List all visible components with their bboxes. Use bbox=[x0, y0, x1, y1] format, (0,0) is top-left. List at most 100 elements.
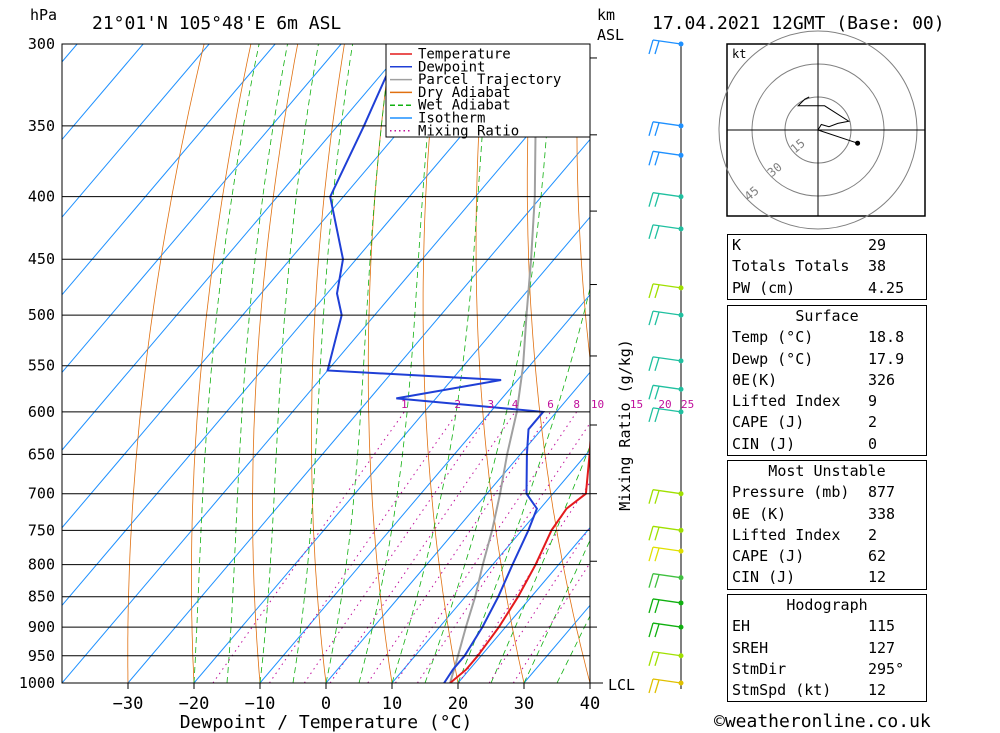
wind-barb bbox=[652, 622, 682, 628]
table-row-label: CAPE (J) bbox=[732, 547, 805, 566]
wind-barb-flag bbox=[648, 407, 654, 423]
isotherm-line bbox=[193, 216, 590, 683]
wind-barb bbox=[652, 407, 682, 413]
isotherm-line bbox=[62, 44, 144, 141]
table-row-value: 2 bbox=[868, 413, 878, 432]
table-row: Dewp (°C) 17.9 bbox=[728, 349, 926, 370]
mixing-ratio-line bbox=[303, 411, 492, 683]
wind-barb-dot bbox=[678, 41, 684, 47]
wet-adiabat-line bbox=[523, 539, 590, 683]
mixing-ratio-label: 20 bbox=[658, 398, 671, 411]
wind-barb-flag bbox=[648, 121, 654, 136]
isotherm-line bbox=[457, 526, 590, 683]
wind-barb-flag bbox=[648, 151, 654, 166]
wind-barb-dot bbox=[678, 527, 684, 533]
wind-barb-flag bbox=[654, 623, 660, 638]
most-unstable-table: Most Unstable Pressure (mb) 877 θE (K) 338 L… bbox=[727, 460, 927, 590]
table-row-value: 0 bbox=[868, 434, 878, 453]
table-row-value: 295° bbox=[868, 659, 905, 678]
table-row-value: 12 bbox=[868, 568, 887, 587]
table-row-value: 115 bbox=[868, 617, 896, 636]
wind-barb-flag bbox=[654, 284, 660, 299]
table-row-label: CIN (J) bbox=[732, 434, 796, 453]
table-row: θE (K) 338 bbox=[728, 504, 926, 525]
table-row-label: Lifted Index bbox=[732, 525, 841, 544]
wind-barb-dot bbox=[678, 285, 684, 291]
pressure-tick-label: 1000 bbox=[19, 674, 55, 692]
table-row: PW (cm) 4.25 bbox=[728, 278, 926, 299]
wind-barb bbox=[652, 283, 682, 289]
x-tick-label: −30 bbox=[113, 694, 144, 714]
legend-entry: Dewpoint bbox=[418, 59, 485, 75]
copyright-footer: ©weatheronline.co.uk bbox=[714, 711, 931, 732]
dry-adiabat-line bbox=[422, 44, 459, 683]
wind-barb bbox=[652, 525, 682, 531]
wind-barb bbox=[652, 598, 682, 604]
isotherm-line bbox=[62, 61, 590, 683]
wet-adiabat-line bbox=[490, 445, 590, 683]
pressure-tick-label: 650 bbox=[28, 445, 55, 463]
isotherm-line bbox=[62, 44, 342, 374]
mixing-ratio-label: 25 bbox=[681, 398, 694, 411]
pressure-tick-label: 500 bbox=[28, 306, 55, 324]
wind-barb bbox=[652, 192, 682, 198]
km-tick-label: 4 bbox=[596, 418, 604, 434]
wind-barb bbox=[652, 121, 682, 127]
table-row: CAPE (J) 2 bbox=[728, 412, 926, 433]
table-row-label: CAPE (J) bbox=[732, 413, 805, 432]
wind-barb-flag bbox=[654, 311, 660, 326]
wind-barb-flag bbox=[648, 622, 654, 638]
wind-barb-dot bbox=[678, 194, 684, 200]
storm-motion-vector bbox=[817, 129, 858, 144]
pressure-tick-label: 350 bbox=[28, 117, 55, 135]
wind-barb-flag bbox=[654, 193, 660, 207]
wind-barb-dot bbox=[678, 358, 684, 364]
x-tick-label: −20 bbox=[179, 694, 210, 714]
wind-barb-flag bbox=[648, 192, 654, 207]
table-row-value: 18.8 bbox=[868, 328, 905, 347]
mixing-ratio-label: 3 bbox=[487, 398, 494, 411]
table-row: Temp (°C) 18.8 bbox=[728, 327, 926, 348]
table-row-label: Totals Totals bbox=[732, 257, 850, 276]
table-row: Lifted Index 2 bbox=[728, 525, 926, 546]
isotherm-line bbox=[62, 44, 408, 451]
table-row-label: Dewp (°C) bbox=[732, 349, 814, 368]
table-row-value: 17.9 bbox=[868, 349, 905, 368]
table-row: CIN (J) 0 bbox=[728, 434, 926, 455]
dry-adiabat-line bbox=[625, 44, 722, 683]
wind-barb bbox=[652, 224, 682, 230]
x-tick-label: 0 bbox=[321, 694, 331, 714]
pressure-tick-label: 950 bbox=[28, 647, 55, 665]
table-row: StmDir 295° bbox=[728, 659, 926, 680]
table-row-label: Pressure (mb) bbox=[732, 483, 850, 502]
legend-entry: Mixing Ratio bbox=[418, 123, 519, 139]
wind-barb-flag bbox=[648, 651, 654, 666]
mixing-ratio-label: 8 bbox=[573, 398, 580, 411]
table-row: EH 115 bbox=[728, 616, 926, 637]
table-row: θE(K) 326 bbox=[728, 370, 926, 391]
lcl-label: LCL bbox=[608, 676, 635, 694]
mixing-ratio-label: 15 bbox=[630, 398, 643, 411]
mixing-ratio-label: 2 bbox=[454, 398, 461, 411]
asl-label: ASL bbox=[597, 26, 624, 44]
table-row-label: CIN (J) bbox=[732, 568, 796, 587]
mixing-ratio-line bbox=[394, 411, 578, 683]
wind-barb-flag bbox=[648, 224, 654, 240]
x-tick-label: 10 bbox=[382, 694, 402, 714]
wind-barb-flag bbox=[654, 386, 660, 400]
dry-adiabat-line bbox=[367, 44, 393, 683]
wind-barb-flag bbox=[648, 573, 654, 588]
legend-entry: Dry Adiabat bbox=[418, 85, 511, 101]
table-row: Lifted Index 9 bbox=[728, 391, 926, 412]
wind-barb bbox=[652, 489, 682, 495]
wind-barb-flag bbox=[654, 599, 660, 614]
table-row-label: Temp (°C) bbox=[732, 328, 814, 347]
wind-barb bbox=[652, 678, 682, 684]
table-row-label: PW (cm) bbox=[732, 278, 796, 297]
mixing-ratio-line bbox=[512, 562, 590, 683]
wind-barb-dot bbox=[678, 548, 684, 554]
isotherm-line bbox=[62, 44, 540, 607]
dry-adiabat-line bbox=[953, 44, 1000, 683]
